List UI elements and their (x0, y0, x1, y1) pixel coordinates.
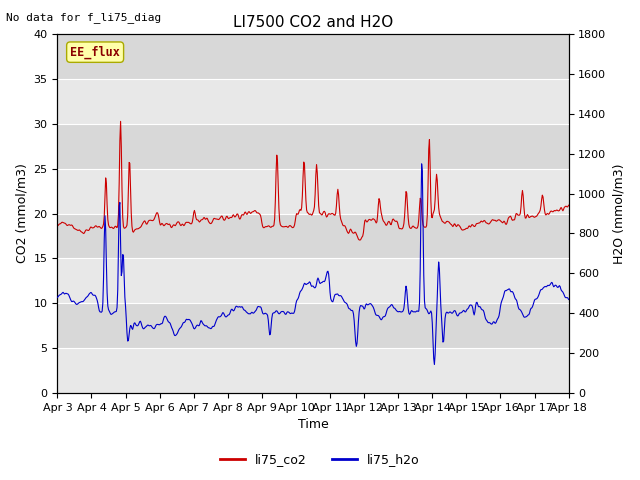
Y-axis label: H2O (mmol/m3): H2O (mmol/m3) (612, 163, 625, 264)
Y-axis label: CO2 (mmol/m3): CO2 (mmol/m3) (15, 164, 28, 264)
Bar (58, 34, 568, 79)
Title: LI7500 CO2 and H2O: LI7500 CO2 and H2O (233, 15, 393, 30)
Bar (58, 79, 568, 124)
Text: No data for f_li75_diag: No data for f_li75_diag (6, 12, 162, 23)
Bar (58, 124, 568, 168)
Bar (58, 303, 568, 348)
Bar (58, 214, 568, 258)
Text: EE_flux: EE_flux (70, 46, 120, 59)
X-axis label: Time: Time (298, 419, 328, 432)
Legend: li75_co2, li75_h2o: li75_co2, li75_h2o (215, 448, 425, 471)
Bar (58, 258, 568, 303)
Bar (58, 168, 568, 214)
Bar (58, 348, 568, 393)
